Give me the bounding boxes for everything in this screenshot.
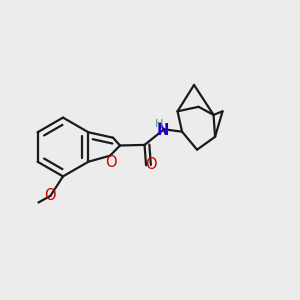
Text: N: N: [156, 123, 169, 138]
Text: O: O: [145, 157, 157, 172]
Text: H: H: [154, 119, 163, 129]
Text: O: O: [45, 188, 56, 203]
Text: O: O: [105, 155, 117, 170]
